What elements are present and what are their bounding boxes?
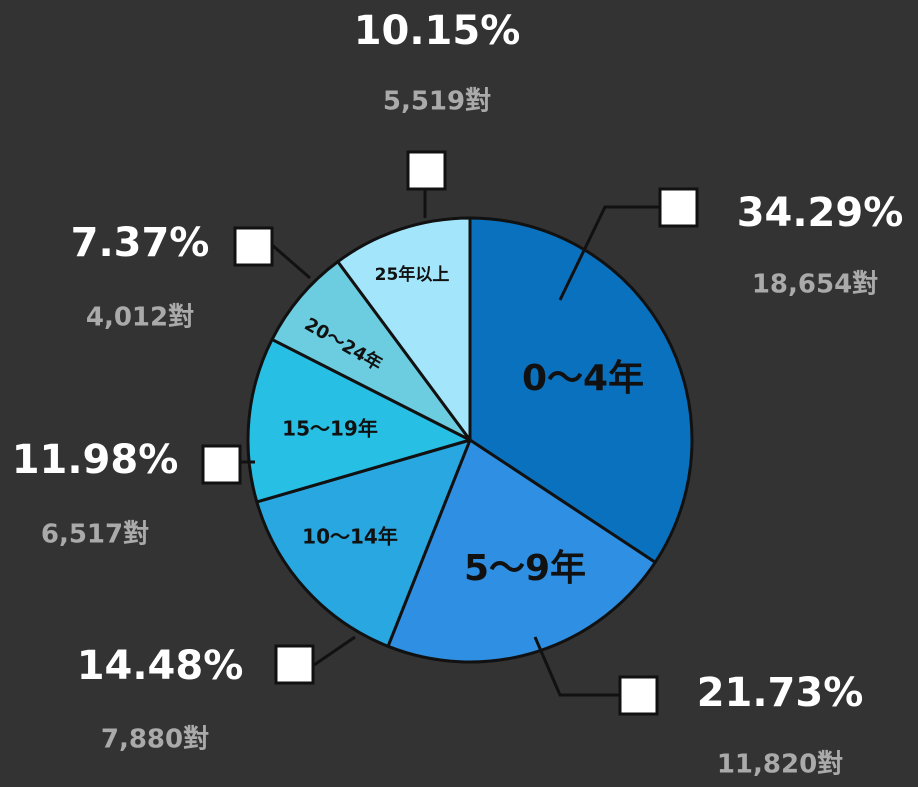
legend-box (233, 226, 274, 267)
percent-label: 11.98% (12, 437, 179, 483)
pie-slice (336, 216, 472, 442)
slice-label: 10～14年 (302, 525, 398, 549)
pie-slice (246, 337, 472, 504)
pie-slice (270, 260, 472, 442)
legend-box (658, 187, 699, 228)
count-label: 5,519對 (383, 87, 491, 117)
slice-label: 5～9年 (464, 548, 586, 589)
legend-box (618, 675, 659, 716)
pie-slice (386, 438, 657, 664)
legend-box (201, 444, 242, 485)
leader-line (558, 205, 660, 301)
count-label: 18,654對 (752, 270, 878, 300)
percent-label: 21.73% (697, 670, 864, 716)
slices (246, 216, 694, 664)
count-label: 6,517對 (41, 520, 149, 550)
slice-label: 25年以上 (375, 264, 450, 285)
slice-label: 0～4年 (522, 358, 644, 399)
legend-box (406, 150, 447, 191)
percent-label: 34.29% (737, 190, 904, 236)
percent-label: 14.48% (77, 643, 244, 689)
count-label: 11,820對 (717, 750, 843, 780)
labels: 0～4年 34.29% 18,654對 5～9年 21.73% 11,820對 10～14年… (12, 8, 904, 780)
pie-slice (255, 438, 472, 648)
slice-label: 15～19年 (282, 417, 378, 441)
percent-label: 10.15% (354, 8, 521, 54)
leader-line (533, 636, 620, 697)
legend-box (274, 644, 315, 685)
count-label: 4,012對 (86, 303, 194, 333)
percent-label: 7.37% (71, 220, 210, 266)
leader-line (313, 635, 356, 667)
leader-line (271, 243, 311, 280)
count-label: 7,880對 (101, 725, 209, 755)
